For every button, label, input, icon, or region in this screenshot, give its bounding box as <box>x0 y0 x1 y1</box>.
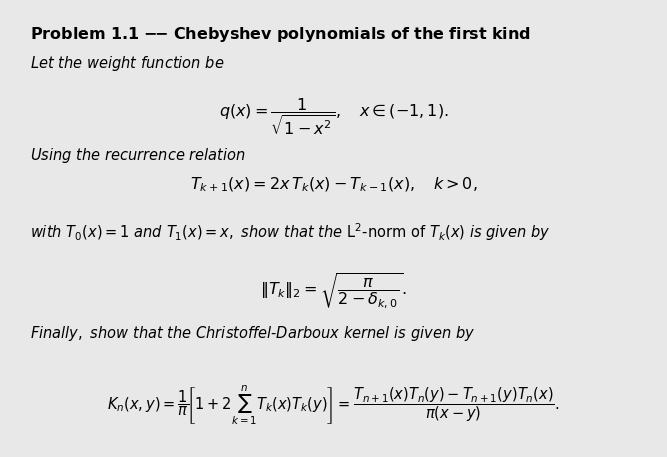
Text: $\mathit{Finally,\ show\ that\ the\ Christoffel\text{-}Darboux\ kernel\ is\ give: $\mathit{Finally,\ show\ that\ the\ Chri… <box>30 324 475 344</box>
Text: $q(x) = \dfrac{1}{\sqrt{1-x^2}}, \quad x \in (-1, 1).$: $q(x) = \dfrac{1}{\sqrt{1-x^2}}, \quad x… <box>219 96 448 137</box>
Text: $\mathbf{Problem\ 1.1\ \mathbf{-}\!\mathbf{-}\ Chebyshev\ polynomials\ of\ the\ : $\mathbf{Problem\ 1.1\ \mathbf{-}\!\math… <box>30 25 531 44</box>
Text: $\mathit{Using\ the\ recurrence\ relation}$: $\mathit{Using\ the\ recurrence\ relatio… <box>30 146 246 165</box>
Text: $\|T_k\|_2 = \sqrt{\dfrac{\pi}{2 - \delta_{k,0}}}.$: $\|T_k\|_2 = \sqrt{\dfrac{\pi}{2 - \delt… <box>260 272 407 311</box>
Text: $T_{k+1}(x) = 2x\,T_k(x) - T_{k-1}(x), \quad k > 0,$: $T_{k+1}(x) = 2x\,T_k(x) - T_{k-1}(x), \… <box>189 176 478 194</box>
Text: $K_n(x,y) = \dfrac{1}{\pi}\!\left[1 + 2\sum_{k=1}^{n} T_k(x)T_k(y)\right] = \dfr: $K_n(x,y) = \dfrac{1}{\pi}\!\left[1 + 2\… <box>107 384 560 427</box>
Text: $\mathit{Let\ the\ weight\ function\ be}$: $\mathit{Let\ the\ weight\ function\ be}… <box>30 54 225 73</box>
Text: $\mathit{with}\ T_0(x) = 1\ \mathit{and}\ T_1(x) = x\mathit{,\ show\ that\ the}\: $\mathit{with}\ T_0(x) = 1\ \mathit{and}… <box>30 222 551 243</box>
